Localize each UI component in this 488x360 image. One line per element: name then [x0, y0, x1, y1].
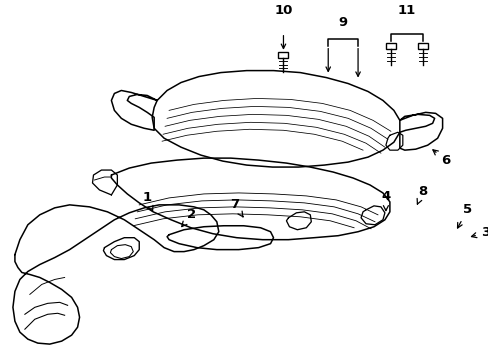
Bar — [278, 52, 288, 58]
Text: 3: 3 — [470, 226, 488, 239]
Text: 5: 5 — [457, 203, 471, 228]
Text: 6: 6 — [432, 150, 449, 167]
Bar — [417, 43, 427, 49]
Text: 2: 2 — [182, 208, 196, 226]
Text: 7: 7 — [230, 198, 243, 217]
Bar — [385, 43, 395, 49]
Text: 9: 9 — [338, 16, 347, 30]
Text: 10: 10 — [274, 4, 292, 17]
Text: 8: 8 — [416, 185, 427, 204]
Text: 4: 4 — [381, 190, 390, 211]
Text: 11: 11 — [397, 4, 415, 17]
Text: 1: 1 — [142, 192, 153, 211]
